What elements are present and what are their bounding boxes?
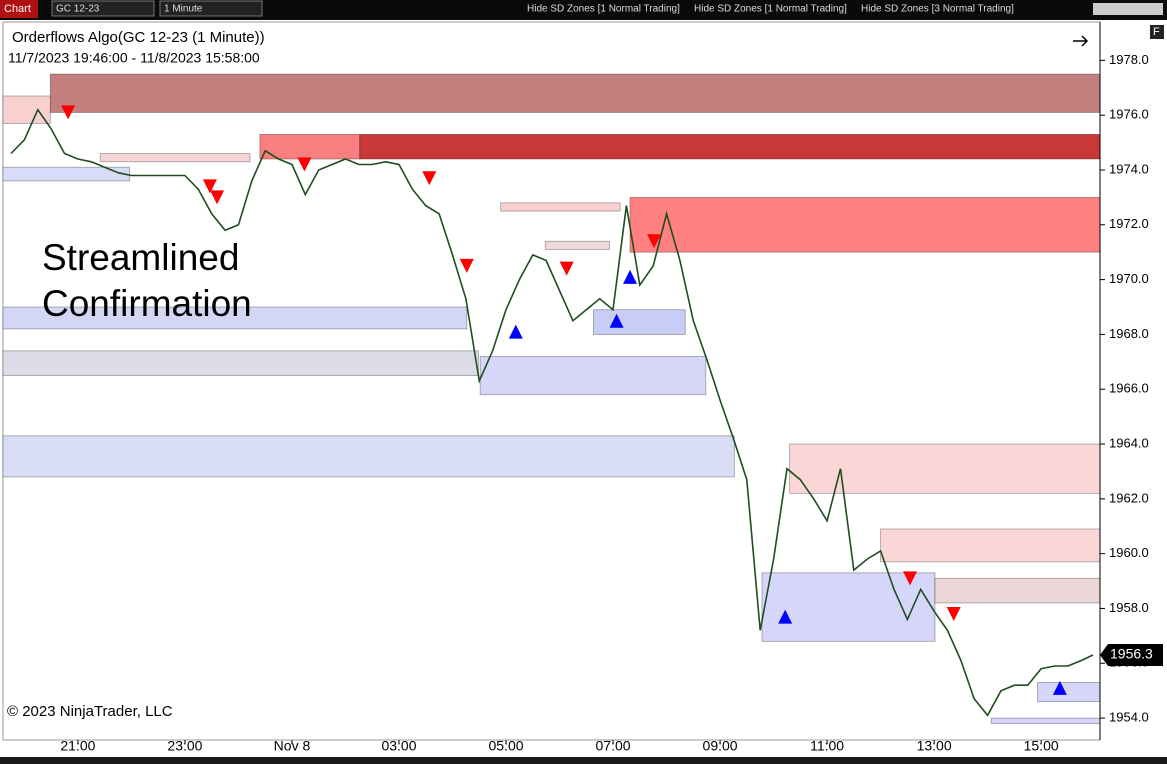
instrument-select[interactable] (51, 0, 155, 17)
supply-demand-zone (2, 435, 735, 478)
supply-demand-zone (49, 73, 1101, 113)
last-price-label: 1956.3 (1110, 646, 1153, 662)
signal-down (202, 179, 217, 194)
supply-demand-zone (880, 528, 1101, 563)
x-tick-label: 05:00 (488, 738, 523, 754)
y-tick-label: 1960.0 (1109, 545, 1149, 560)
signal-down (647, 234, 662, 249)
supply-demand-zone (1037, 682, 1101, 703)
signal-down (61, 105, 76, 120)
y-tick-label: 1962.0 (1109, 490, 1149, 505)
supply-demand-zone (629, 196, 1101, 253)
interval-select[interactable] (159, 0, 263, 17)
x-tick-label: 03:00 (381, 738, 416, 754)
y-tick-label: 1970.0 (1109, 271, 1149, 286)
supply-demand-zone (359, 133, 1101, 160)
signal-up (508, 324, 523, 339)
signal-down (559, 261, 574, 276)
x-tick-label: 21:00 (60, 738, 95, 754)
supply-demand-zone (500, 202, 621, 212)
y-tick-label: 1976.0 (1109, 107, 1149, 122)
signal-down (297, 157, 312, 172)
supply-demand-zone (593, 309, 686, 335)
app-label: Chart (4, 3, 31, 15)
x-tick-label: 15:00 (1024, 738, 1059, 754)
signal-down (459, 258, 474, 273)
supply-demand-zone (761, 572, 936, 642)
y-tick-label: 1958.0 (1109, 600, 1149, 615)
status-bar (0, 757, 1167, 764)
signal-down (946, 606, 961, 621)
supply-demand-zone (789, 443, 1101, 494)
annotation: Confirmation (42, 283, 252, 324)
y-tick-label: 1954.0 (1109, 710, 1149, 725)
y-tick-label: 1964.0 (1109, 435, 1149, 450)
supply-demand-zone (259, 133, 361, 160)
price-line (10, 108, 1094, 717)
window-controls[interactable] (1093, 3, 1163, 15)
x-tick-label: 11:00 (810, 738, 844, 754)
supply-demand-zone (544, 240, 610, 250)
annotation: Streamlined (42, 237, 239, 278)
x-tick-label: 07:00 (596, 738, 631, 754)
app-tab[interactable] (0, 0, 38, 18)
axis-button[interactable] (1150, 25, 1164, 39)
x-tick-label: 09:00 (703, 738, 738, 754)
signal-down (903, 571, 918, 586)
signal-up (778, 609, 793, 624)
y-tick-label: 1968.0 (1109, 326, 1149, 341)
signal-up (609, 313, 624, 328)
last-price-box (1100, 644, 1163, 667)
supply-demand-zone (990, 717, 1101, 724)
signal-up (622, 269, 637, 284)
supply-demand-zone (934, 577, 1101, 604)
x-tick-label: 23:00 (167, 738, 202, 754)
supply-demand-zone (2, 166, 131, 182)
interval: 1 Minute (164, 4, 203, 15)
x-tick-label: Nov 8 (274, 738, 311, 754)
y-tick-label: 1978.0 (1109, 52, 1149, 67)
toolbar (0, 0, 1167, 20)
axis-button-label: F (1153, 26, 1160, 38)
supply-demand-zone (2, 306, 468, 330)
signal-up (1052, 680, 1067, 695)
y-tick-label: 1972.0 (1109, 216, 1149, 231)
supply-demand-zone (99, 153, 251, 163)
signal-down (210, 190, 225, 205)
x-tick-label: 13:00 (917, 738, 952, 754)
copyright: © 2023 NinjaTrader, LLC (7, 703, 173, 720)
chart-subtitle: 11/7/2023 19:46:00 - 11/8/2023 15:58:00 (8, 50, 260, 66)
supply-demand-zone (2, 350, 479, 376)
signal-down (422, 171, 437, 186)
chart-title: Orderflows Algo(GC 12-23 (1 Minute)) (12, 29, 265, 46)
instrument: GC 12-23 (56, 4, 100, 15)
y-tick-label: 1966.0 (1109, 381, 1149, 396)
supply-demand-zone (479, 355, 707, 396)
y-tick-label: 1974.0 (1109, 161, 1149, 176)
supply-demand-zone (2, 95, 51, 124)
toolbar-button[interactable]: Hide SD Zones [3 Normal Trading] (861, 4, 1014, 15)
scroll-arrow[interactable] (1073, 35, 1089, 47)
toolbar-button[interactable]: Hide SD Zones [1 Normal Trading] (694, 4, 847, 15)
toolbar-button[interactable]: Hide SD Zones [1 Normal Trading] (527, 4, 680, 15)
